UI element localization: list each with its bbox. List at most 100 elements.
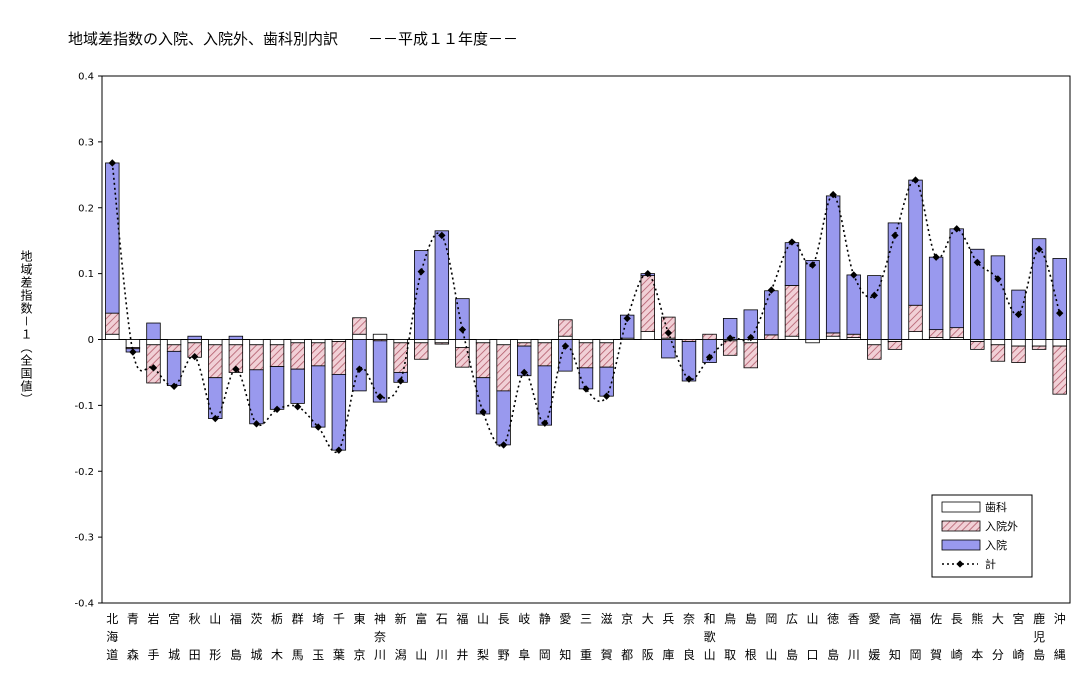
bar-inpatient	[867, 275, 882, 340]
bar-inpatient	[846, 274, 861, 335]
total-point	[252, 420, 261, 428]
y-tick-label: -0.1	[74, 401, 94, 412]
total-point	[953, 225, 961, 233]
bar-dental	[825, 335, 841, 340]
bar-outpatient	[475, 342, 491, 379]
x-tick-label: 山口	[807, 612, 819, 662]
bar-outpatient	[825, 332, 841, 337]
total-point	[108, 159, 116, 167]
bar-inpatient	[661, 339, 676, 359]
bar-dental	[290, 339, 305, 344]
bar-dental	[393, 339, 408, 344]
bar-outpatient	[434, 342, 450, 345]
bar-inpatient	[990, 255, 1006, 340]
legend-swatch	[941, 501, 981, 513]
bar-dental	[578, 339, 594, 344]
total-point	[273, 405, 281, 414]
bar-inpatient	[784, 242, 800, 286]
total-point	[602, 392, 611, 400]
total-point	[499, 441, 508, 449]
bar-dental	[475, 339, 491, 344]
x-tick-label: 愛知	[559, 612, 571, 662]
x-tick-label: 京都	[621, 612, 633, 662]
x-tick-label: 宮城	[168, 611, 180, 662]
bar-outpatient	[517, 342, 532, 347]
bar-inpatient	[105, 162, 120, 314]
x-tick-label: 広島	[786, 612, 798, 662]
bar-outpatient	[949, 327, 964, 338]
bar-outpatient	[166, 344, 182, 352]
legend-label: 歯科	[985, 500, 1007, 514]
total-point	[396, 377, 405, 385]
bar-outpatient	[702, 333, 717, 340]
bar-inpatient	[681, 341, 697, 382]
y-axis-label: 地域差指数－１（全国値）	[19, 250, 33, 407]
bar-dental	[867, 339, 882, 346]
total-point	[376, 393, 384, 401]
bar-outpatient	[331, 341, 347, 375]
x-tick-label: 栃木	[271, 612, 283, 662]
bar-outpatient	[146, 344, 161, 384]
bar-outpatient	[290, 342, 305, 370]
bar-inpatient	[455, 298, 470, 340]
bar-inpatient	[537, 365, 553, 426]
total-point	[582, 385, 590, 393]
bar-dental	[105, 333, 120, 340]
total-point	[685, 375, 693, 383]
bar-outpatient	[784, 285, 800, 337]
bar-outpatient	[455, 347, 470, 368]
y-tick-label: 0.2	[78, 203, 94, 214]
total-point	[705, 353, 714, 361]
bar-dental	[558, 335, 573, 340]
legend-swatch	[941, 520, 981, 532]
legend-marker-total	[956, 560, 964, 568]
x-tick-label: 滋賀	[601, 612, 613, 662]
total-point	[561, 342, 570, 350]
total-point	[644, 269, 652, 278]
total-point	[520, 368, 528, 377]
bar-outpatient	[743, 342, 758, 369]
bar-outpatient	[1031, 345, 1047, 350]
x-tick-label: 神奈川	[374, 612, 386, 662]
y-tick-label: 0.1	[78, 269, 94, 280]
bar-dental	[249, 339, 264, 346]
total-point	[994, 275, 1002, 283]
x-tick-label: 奈良	[683, 612, 695, 662]
x-tick-label: 茨城	[250, 612, 262, 662]
bar-outpatient	[846, 333, 861, 338]
total-point	[623, 314, 631, 323]
bar-inpatient	[352, 339, 367, 392]
y-tick-label: -0.3	[74, 533, 94, 544]
x-tick-label: 和歌山	[704, 612, 716, 662]
bar-dental	[269, 339, 285, 346]
bar-inpatient	[311, 365, 326, 428]
bar-outpatient	[640, 275, 655, 332]
bar-outpatient	[928, 329, 944, 338]
legend-label: 計	[985, 557, 996, 571]
bar-outpatient	[887, 341, 903, 350]
bar-inpatient	[146, 322, 161, 340]
y-tick-label: 0.3	[78, 137, 94, 148]
x-tick-label: 石川	[436, 612, 448, 662]
bar-dental	[434, 339, 450, 344]
bar-outpatient	[269, 344, 285, 367]
bar-dental	[496, 339, 511, 346]
x-tick-label: 山形	[209, 612, 221, 662]
total-point	[458, 325, 467, 334]
bar-outpatient	[722, 340, 738, 356]
bar-inpatient	[434, 230, 450, 340]
bar-inpatient	[825, 195, 841, 334]
total-point	[808, 261, 817, 269]
bar-dental	[784, 335, 800, 340]
bar-inpatient	[887, 222, 903, 340]
y-tick-label: 0.4	[78, 72, 94, 83]
bar-dental	[125, 339, 141, 348]
y-tick-label: 0	[88, 335, 94, 346]
total-point	[973, 258, 981, 267]
bar-dental	[1052, 339, 1067, 347]
x-tick-label: 熊本	[971, 611, 983, 662]
x-tick-label: 島根	[745, 611, 757, 662]
x-tick-label: 愛媛	[868, 612, 880, 662]
x-tick-label: 長崎	[951, 612, 963, 662]
